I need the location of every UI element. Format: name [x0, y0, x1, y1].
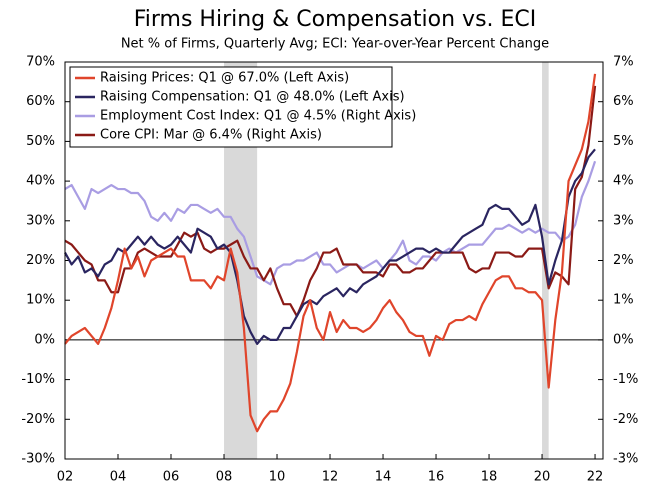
y2-tick-label: 0% — [613, 332, 634, 347]
legend-box — [69, 66, 393, 148]
legend: Raising Prices: Q1 @ 67.0% (Left Axis) Ra… — [69, 66, 416, 148]
x-tick-label: 08 — [216, 470, 233, 485]
x-tick-label: 22 — [587, 470, 604, 485]
x-tick-label: 04 — [110, 470, 127, 485]
chart-title: Firms Hiring & Compensation vs. ECI — [134, 7, 537, 32]
y-tick-label: 30% — [26, 213, 55, 228]
y2-tick-label: -2% — [613, 412, 638, 427]
legend-label: Core CPI: Mar @ 6.4% (Right Axis) — [100, 128, 322, 143]
y-tick-label: 20% — [26, 253, 55, 268]
series-line — [64, 148, 596, 345]
y-tick-label: 70% — [26, 55, 55, 70]
x-tick-label: 10 — [269, 470, 286, 485]
legend-label: Employment Cost Index: Q1 @ 4.5% (Right … — [100, 109, 416, 124]
y-tick-label: -30% — [21, 452, 55, 467]
y-tick-label: 50% — [26, 134, 55, 149]
y2-tick-label: 6% — [613, 94, 634, 109]
y-tick-label: -20% — [21, 412, 55, 427]
y2-tick-label: -3% — [613, 452, 638, 467]
chart-subtitle: Net % of Firms, Quarterly Avg; ECI: Year… — [121, 37, 549, 52]
y2-tick-label: 2% — [613, 253, 634, 268]
y2-tick-label: -1% — [613, 372, 638, 387]
legend-label: Raising Compensation: Q1 @ 48.0% (Left A… — [100, 90, 405, 105]
plot-frame — [64, 61, 604, 460]
y2-tick-label: 7% — [613, 55, 634, 70]
x-tick-label: 14 — [375, 470, 392, 485]
y-tick-label: 0% — [34, 332, 55, 347]
x-tick-label: 06 — [163, 470, 180, 485]
y2-tick-label: 3% — [613, 213, 634, 228]
y-tick-label: 60% — [26, 94, 55, 109]
series-line — [64, 73, 597, 433]
y-tick-label: -10% — [21, 372, 55, 387]
x-tick-label: 02 — [57, 470, 74, 485]
x-tick-label: 20 — [534, 470, 551, 485]
series-line — [64, 160, 597, 286]
series-line — [64, 85, 597, 318]
x-tick-label: 12 — [322, 470, 339, 485]
y2-tick-label: 1% — [613, 293, 634, 308]
y-tick-label: 10% — [26, 293, 55, 308]
y2-tick-label: 4% — [613, 174, 634, 189]
x-tick-label: 16 — [428, 470, 445, 485]
legend-label: Raising Prices: Q1 @ 67.0% (Left Axis) — [100, 71, 349, 86]
x-tick-label: 18 — [481, 470, 498, 485]
y2-tick-label: 5% — [613, 134, 634, 149]
y-tick-label: 40% — [26, 174, 55, 189]
